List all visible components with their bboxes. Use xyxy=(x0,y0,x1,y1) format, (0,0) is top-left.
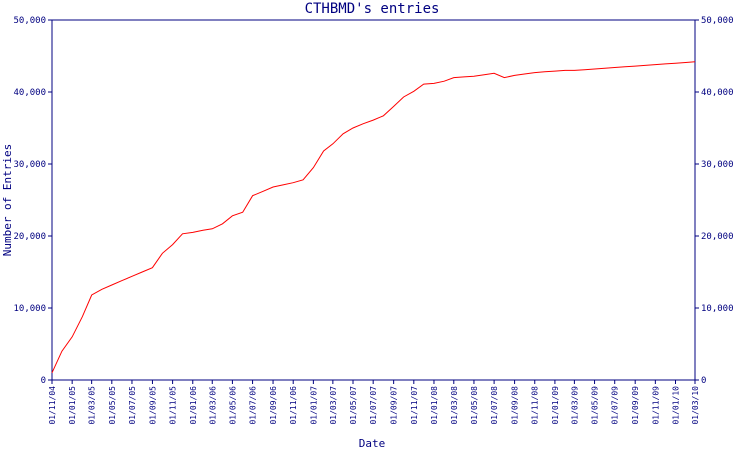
y-axis-left: 0 10,000 20,000 30,000 40,000 50,000 xyxy=(13,16,52,386)
x-tick-label: 01/03/10 xyxy=(691,386,700,425)
x-tick-label: 01/05/08 xyxy=(470,386,479,425)
x-tick-label: 01/03/05 xyxy=(88,386,97,425)
plot-frame xyxy=(51,19,696,381)
x-tick-label: 01/03/09 xyxy=(570,386,579,425)
chart-title: CTHBMD's entries xyxy=(305,1,440,17)
x-tick-label: 01/11/04 xyxy=(48,386,57,425)
x-tick-label: 01/09/07 xyxy=(390,386,399,425)
x-tick-label: 01/03/06 xyxy=(208,386,217,425)
y-tick-label: 40,000 xyxy=(13,88,46,98)
x-tick-label: 01/01/10 xyxy=(672,386,681,425)
x-tick-label: 01/09/08 xyxy=(511,386,520,425)
y-tick-label: 20,000 xyxy=(13,232,46,242)
x-tick-label: 01/07/08 xyxy=(490,386,499,425)
x-tick-label: 01/01/05 xyxy=(68,386,77,425)
y-tick-label-right: 30,000 xyxy=(701,160,734,170)
x-tick-label: 01/09/05 xyxy=(148,386,157,425)
y-tick-label-right: 20,000 xyxy=(701,232,734,242)
x-tick-label: 01/11/09 xyxy=(651,386,660,425)
x-tick-label: 01/11/05 xyxy=(169,386,178,425)
x-tick-label: 01/07/05 xyxy=(128,386,137,425)
x-tick-label: 01/01/07 xyxy=(309,386,318,425)
series-line xyxy=(51,61,696,374)
y-tick-label-right: 0 xyxy=(701,376,706,386)
x-tick-label: 01/03/08 xyxy=(450,386,459,425)
y-tick-label-right: 10,000 xyxy=(701,304,734,314)
x-tick-label: 01/03/07 xyxy=(329,386,338,425)
x-tick-label: 01/07/09 xyxy=(611,386,620,425)
x-tick-label: 01/11/06 xyxy=(289,386,298,425)
x-axis-label: Date xyxy=(359,437,386,450)
x-tick-label: 01/11/07 xyxy=(410,386,419,425)
y-tick-label-right: 50,000 xyxy=(701,16,734,26)
x-tick-label: 01/09/09 xyxy=(631,386,640,425)
x-axis: 01/11/04 01/01/05 01/03/05 01/05/05 01/07/05… xyxy=(48,380,700,425)
y-axis-right: 0 10,000 20,000 30,000 40,000 50,000 xyxy=(695,16,734,386)
y-tick-label: 30,000 xyxy=(13,160,46,170)
x-tick-label: 01/07/07 xyxy=(369,386,378,425)
x-tick-label: 01/11/08 xyxy=(531,386,540,425)
y-tick-label: 10,000 xyxy=(13,304,46,314)
y-axis-label: Number of Entries xyxy=(1,144,14,257)
x-tick-label: 01/05/09 xyxy=(591,386,600,425)
x-tick-label: 01/09/06 xyxy=(269,386,278,425)
series-layer xyxy=(51,61,696,374)
x-tick-label: 01/05/05 xyxy=(108,386,117,425)
x-tick-label: 01/01/09 xyxy=(551,386,560,425)
x-tick-label: 01/01/08 xyxy=(430,386,439,425)
y-tick-label: 50,000 xyxy=(13,16,46,26)
x-tick-label: 01/07/06 xyxy=(249,386,258,425)
x-tick-label: 01/05/07 xyxy=(349,386,358,425)
plot-area xyxy=(51,19,696,381)
y-tick-label-right: 40,000 xyxy=(701,88,734,98)
x-tick-label: 01/01/06 xyxy=(189,386,198,425)
x-tick-label: 01/05/06 xyxy=(228,386,237,425)
y-tick-label: 0 xyxy=(41,376,46,386)
